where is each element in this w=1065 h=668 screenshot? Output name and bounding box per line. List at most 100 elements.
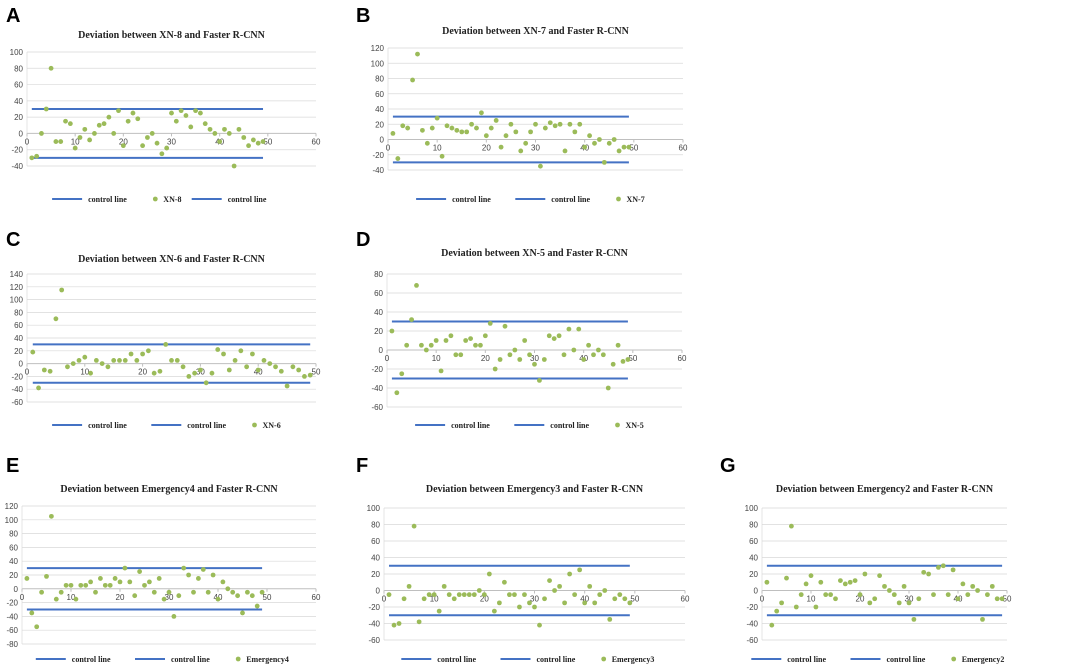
panel-d-point xyxy=(571,347,577,353)
panel-e-point xyxy=(107,582,113,588)
panel-e-point xyxy=(196,576,201,581)
panel-e-legend-item: control line xyxy=(35,655,111,664)
panel-c-point xyxy=(174,358,180,363)
panel-c-y-tick-label: -20 xyxy=(11,372,23,381)
panel-d-point xyxy=(556,333,562,339)
panel-b-point xyxy=(395,156,401,161)
panel-c-point xyxy=(163,342,169,347)
panel-b-point xyxy=(429,125,435,131)
panel-a-point xyxy=(135,116,141,122)
panel-c-point xyxy=(215,347,221,352)
panel-d-point xyxy=(482,333,488,339)
panel-f-point xyxy=(572,592,578,598)
panel-e-point xyxy=(191,589,196,595)
panel-g-point xyxy=(818,579,824,585)
panel-c-point xyxy=(88,370,93,376)
panel-e-x-tick-label: 0 xyxy=(20,593,25,602)
panel-c-point xyxy=(255,367,261,373)
panel-e-point xyxy=(245,589,250,595)
legend-label: XN-7 xyxy=(627,195,645,204)
panel-c-point xyxy=(169,358,174,363)
panel-e-point xyxy=(68,582,74,588)
panel-f-point xyxy=(421,596,427,602)
panel-d-point xyxy=(615,342,621,348)
panel-e-point xyxy=(29,610,35,616)
panel-f-point xyxy=(557,583,562,589)
panel-e-point xyxy=(127,579,133,585)
panel-g-point xyxy=(784,575,789,581)
panel-b-y-tick-label: 120 xyxy=(371,44,385,53)
panel-e-point xyxy=(151,589,157,595)
legend-point-swatch xyxy=(616,196,621,202)
panel-c-point xyxy=(244,364,250,370)
panel-d-point xyxy=(453,352,459,358)
panel-g-point xyxy=(838,578,843,583)
panel-g-point xyxy=(999,596,1005,602)
panel-a-point xyxy=(255,140,261,146)
panel-c-letter: C xyxy=(6,229,20,251)
legend-label: control line xyxy=(187,421,226,430)
legend-label: control line xyxy=(550,421,589,430)
panel-d-point xyxy=(443,338,449,343)
panel-e-legend-item: Emergency4 xyxy=(235,655,289,664)
legend-label: Emergency3 xyxy=(612,655,655,664)
panel-c-point xyxy=(267,361,273,366)
panel-g-y-tick-label: -60 xyxy=(746,636,758,645)
panel-f-legend-item: control line xyxy=(401,655,476,664)
panel-e-point xyxy=(259,589,265,595)
panel-e-point xyxy=(249,593,255,599)
panel-e-point xyxy=(63,582,69,588)
panel-a-y-tick-label: -20 xyxy=(11,146,23,155)
panel-d-x-tick-label: 50 xyxy=(628,354,637,363)
panel-d-point xyxy=(423,347,429,353)
panel-a-point xyxy=(140,143,146,149)
panel-g-point xyxy=(980,616,985,622)
panel-e-y-tick-label: 20 xyxy=(9,571,18,580)
panel-e-point xyxy=(78,582,84,588)
panel-e-point xyxy=(215,596,221,602)
panel-g-point xyxy=(862,571,868,577)
panel-c-point xyxy=(250,351,255,357)
panel-d-point xyxy=(581,357,587,362)
panel-f-point xyxy=(592,600,598,606)
panel-e-point xyxy=(240,610,245,616)
panel-f-point xyxy=(617,592,623,598)
panel-e-point xyxy=(39,589,44,595)
panel-g-point xyxy=(960,581,966,587)
legend-label: control line xyxy=(887,655,926,664)
panel-c-point xyxy=(122,358,128,363)
panel-b-point xyxy=(621,144,627,150)
panel-d-x-tick-label: 0 xyxy=(385,354,390,363)
panel-b-point xyxy=(479,110,484,116)
panel-d-x-tick-label: 20 xyxy=(481,354,490,363)
panel-g-point xyxy=(808,573,814,579)
panel-b-point xyxy=(454,127,460,133)
panel-a-point xyxy=(193,108,198,114)
panel-a-point xyxy=(183,113,189,118)
panel-f-point xyxy=(436,608,442,614)
panel-f-point xyxy=(391,622,397,628)
legend-label: XN-5 xyxy=(626,421,644,430)
panel-f-point xyxy=(416,619,422,625)
panel-a-y-tick-label: 60 xyxy=(14,81,23,90)
panel-a-point xyxy=(101,121,107,127)
panel-b-y-tick-label: 80 xyxy=(375,75,384,84)
panel-b-point xyxy=(400,123,406,129)
panel-d-point xyxy=(433,338,439,343)
panel-e-x-tick-label: 50 xyxy=(263,593,272,602)
panel-e-point xyxy=(161,596,167,602)
panel-a-point xyxy=(53,139,59,144)
panel-c-point xyxy=(134,358,140,363)
panel-a-legend-item: control line xyxy=(52,195,127,204)
panel-g-point xyxy=(852,578,858,583)
panel-f-point xyxy=(507,592,512,598)
legend-label: control line xyxy=(537,655,576,664)
panel-f-point xyxy=(607,616,613,622)
panel-d-point xyxy=(389,328,395,334)
panel-a-legend-item: XN-8 xyxy=(152,195,182,204)
panel-b-point xyxy=(567,121,573,127)
panel-g-point xyxy=(891,592,897,598)
panel-e-point xyxy=(24,576,30,581)
panel-g-title: Deviation between Emergency2 and Faster … xyxy=(776,484,994,495)
panel-e-point xyxy=(205,589,211,595)
